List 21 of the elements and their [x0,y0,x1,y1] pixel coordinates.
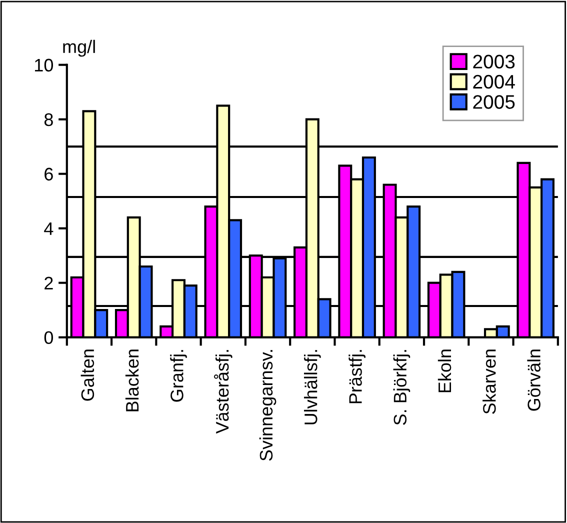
y-tick-label: 10 [35,58,54,72]
x-tick-label: Ekoln [438,350,452,392]
legend-label: 2003 [473,54,515,68]
x-tick-label: Granfj. [170,350,187,402]
x-tick-label: Galten [80,350,94,401]
x-tick-label: Västeråsfj. [214,350,232,434]
y-axis-title: mg/l [63,40,95,57]
y-tick-label: 6 [44,168,53,181]
legend-label: 2004 [473,74,515,89]
y-tick-label: 8 [44,113,53,126]
x-tick-label: S. Björkfj. [393,350,410,425]
y-tick-label: 2 [44,276,53,290]
x-tick-label: Prästfj. [348,350,366,404]
x-tick-label: Svinnegarnsv. [259,350,276,461]
y-tick-label: 0 [44,331,54,344]
y-tick-label: 4 [44,222,54,235]
x-tick-label: Blacken [125,350,139,412]
x-tick-label: Ulvhällsfj. [304,350,321,424]
x-tick-label: Görväln [527,350,540,411]
x-tick-label: Skarven [482,350,496,414]
legend-label: 2005 [473,95,515,109]
